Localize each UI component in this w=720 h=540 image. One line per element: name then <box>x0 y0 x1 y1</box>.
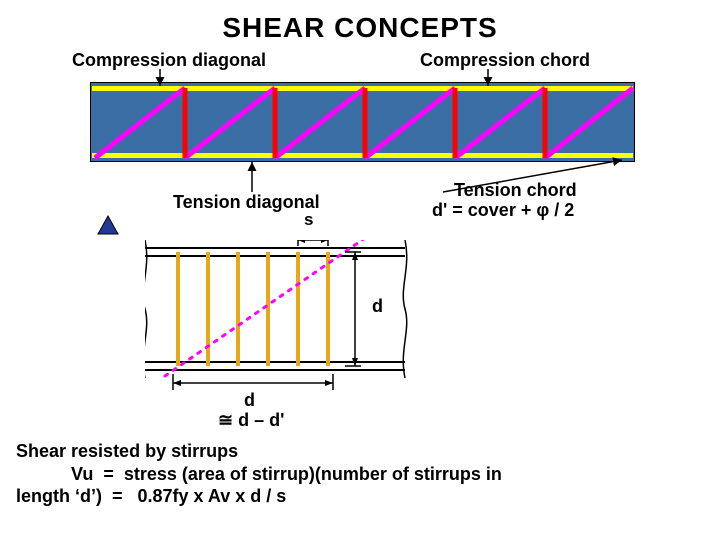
section-diagram <box>145 240 545 410</box>
label-approx-dd: ≅ d – d' <box>218 410 284 432</box>
body-text: Shear resisted by stirrups Vu = stress (… <box>16 440 704 508</box>
label-d-side: d <box>372 296 383 318</box>
body-line-1: Shear resisted by stirrups <box>16 440 704 463</box>
body-line-2: Vu = stress (area of stirrup)(number of … <box>16 463 704 486</box>
label-s: s <box>304 210 313 230</box>
body-line-3: length ‘d’) = 0.87fy x Av x d / s <box>16 485 704 508</box>
label-d-bottom: d <box>244 390 255 412</box>
label-tension-diagonal: Tension diagonal <box>173 192 320 214</box>
label-tension-chord-1: Tension chord <box>454 180 577 202</box>
label-tension-chord-2: d' = cover + φ / 2 <box>432 200 574 222</box>
